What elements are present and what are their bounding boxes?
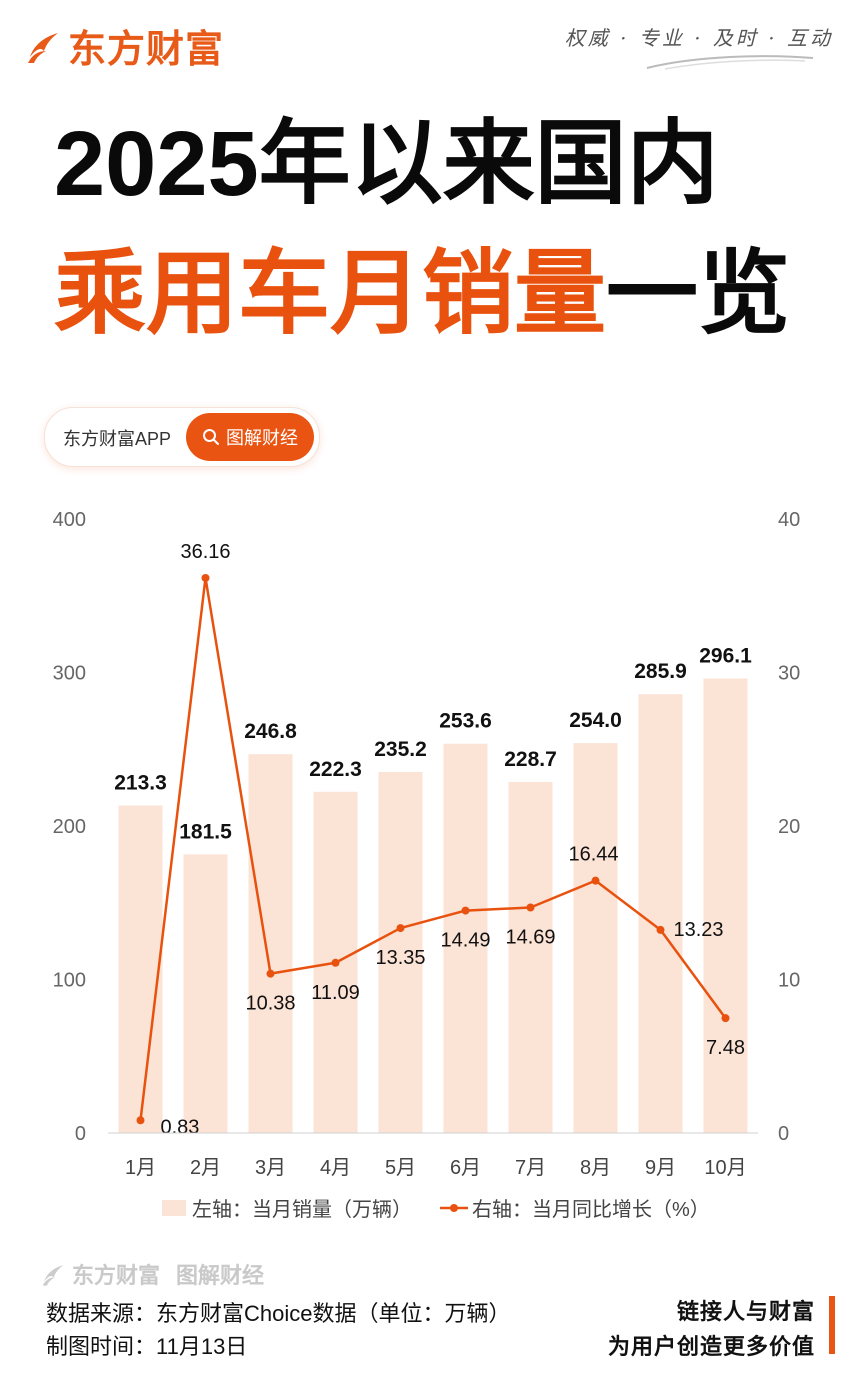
x-axis-label: 2月	[190, 1157, 221, 1179]
left-axis-tick: 100	[53, 970, 86, 992]
growth-value-label: 36.16	[180, 541, 230, 563]
app-label: 东方财富APP	[63, 429, 172, 449]
growth-value-label: 11.09	[311, 982, 360, 1004]
bar	[638, 694, 683, 1133]
bar	[573, 743, 618, 1133]
bar	[508, 781, 553, 1133]
app-badge: 东方财富APP 图解财经	[44, 407, 320, 467]
growth-point	[201, 573, 210, 582]
bar-value-label: 246.8	[244, 720, 297, 743]
chart-date: 制图时间：11月13日	[46, 1334, 248, 1359]
growth-value-label: 7.48	[706, 1037, 745, 1059]
growth-value-label: 14.49	[440, 930, 490, 952]
left-axis-tick: 200	[53, 816, 86, 838]
bar	[183, 854, 228, 1133]
bar	[248, 754, 293, 1133]
bar-value-label: 296.1	[699, 644, 752, 667]
bar-value-label: 228.7	[504, 748, 557, 771]
growth-point	[526, 903, 535, 912]
legend-line-marker	[450, 1204, 458, 1212]
bar-value-label: 253.6	[439, 710, 492, 733]
x-axis-label: 8月	[580, 1157, 611, 1179]
tagline-2: 为用户创造更多价值	[607, 1334, 815, 1359]
sales-chart: 213.3 181.5 246.8 222.3 235.2 253.6 228.7 254.0…	[53, 509, 801, 1221]
growth-value-label: 13.23	[673, 919, 723, 941]
bar-value-label: 213.3	[114, 772, 167, 795]
page-title-line1: 2025年以来国内	[54, 113, 719, 215]
x-axis-label: 7月	[515, 1157, 546, 1179]
swoosh-decoration	[646, 55, 814, 70]
title-rest: 一览	[606, 243, 791, 345]
legend-bar-swatch	[162, 1200, 186, 1216]
growth-point	[396, 924, 405, 933]
search-button-label: 图解财经	[226, 428, 298, 448]
growth-value-label: 14.69	[505, 927, 555, 949]
brand-name: 东方财富	[68, 29, 225, 71]
search-button[interactable]: 图解财经	[186, 413, 314, 461]
right-axis-tick: 20	[778, 816, 800, 838]
flame-icon	[42, 1265, 64, 1286]
growth-value-label: 10.38	[245, 993, 295, 1015]
title-accent: 乘用车月销量	[54, 243, 607, 345]
x-axis-label: 3月	[255, 1157, 286, 1179]
bar	[703, 678, 748, 1133]
data-source: 数据来源：东方财富Choice数据（单位：万辆）	[46, 1301, 511, 1326]
footer-brand: 东方财富 图解财经	[40, 1258, 264, 1290]
search-icon	[203, 429, 219, 445]
left-axis-tick: 300	[53, 663, 86, 685]
right-axis-tick: 0	[778, 1123, 789, 1145]
bar	[443, 743, 488, 1133]
x-axis-label: 1月	[125, 1157, 156, 1179]
right-axis-tick: 30	[778, 663, 800, 685]
slogan: 权威 · 专业 · 及时 · 互动	[564, 26, 833, 50]
flame-icon	[28, 32, 58, 63]
tagline-accent-bar	[829, 1296, 835, 1354]
growth-line	[139, 576, 727, 1121]
footer-brand-name: 东方财富	[72, 1263, 161, 1288]
brand-logo: 东方财富	[24, 18, 224, 73]
bar-value-label: 235.2	[374, 738, 427, 761]
bar-value-label: 254.0	[569, 709, 622, 732]
growth-point	[591, 876, 600, 885]
x-axis-label: 5月	[385, 1157, 416, 1179]
bar-value-label: 285.9	[634, 660, 687, 683]
growth-point	[331, 958, 340, 967]
x-axis-label: 6月	[450, 1157, 481, 1179]
right-axis-tick: 10	[778, 970, 800, 992]
tagline-1: 链接人与财富	[676, 1299, 815, 1324]
x-axis-label: 9月	[645, 1157, 676, 1179]
growth-point	[461, 906, 470, 915]
growth-value-label: 16.44	[568, 844, 618, 866]
page-title-line2: 乘用车月销量一览	[54, 248, 790, 340]
legend-bar-label: 左轴：当月销量（万辆）	[192, 1198, 412, 1221]
bar-value-label: 181.5	[179, 820, 232, 843]
left-axis-tick: 400	[53, 509, 86, 531]
growth-point	[656, 925, 665, 934]
growth-value-label: 13.35	[375, 947, 425, 969]
right-axis-tick: 40	[778, 509, 800, 531]
bar	[118, 805, 163, 1133]
growth-point	[136, 1116, 145, 1125]
footer-brand-sub: 图解财经	[176, 1263, 265, 1288]
growth-point	[266, 969, 275, 978]
bar	[378, 771, 423, 1133]
growth-value-label: 0.83	[161, 1116, 200, 1138]
left-axis-tick: 0	[75, 1123, 86, 1145]
growth-point	[721, 1014, 730, 1023]
bar-value-label: 222.3	[309, 758, 362, 781]
legend-line-label: 右轴：当月同比增长（%）	[472, 1198, 710, 1221]
x-axis-label: 4月	[320, 1157, 351, 1179]
x-axis-label: 10月	[704, 1157, 746, 1179]
